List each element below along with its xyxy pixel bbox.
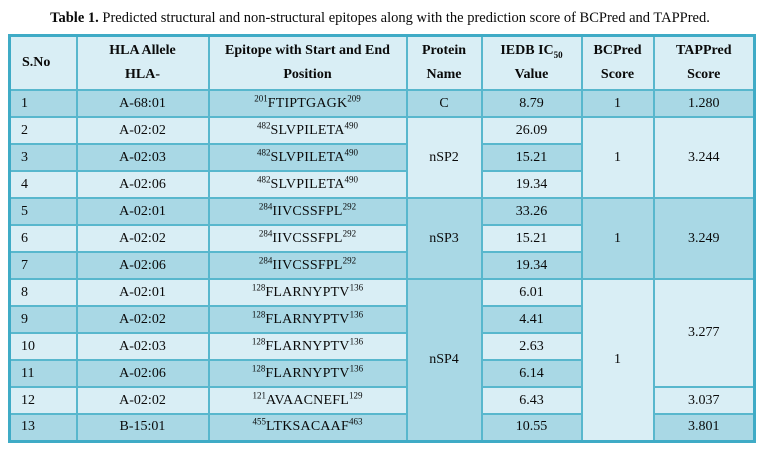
cell-iedb-value: 2.63	[480, 332, 583, 361]
cell-epitope: 128FLARNYPTV136	[207, 305, 408, 334]
cell-iedb-value: 6.01	[480, 278, 583, 307]
cell-protein-name-nsp2: nSP2	[405, 116, 483, 199]
cell-sno: 7	[8, 251, 78, 280]
table-caption-text: Predicted structural and non-structural …	[98, 10, 710, 26]
cell-epitope: 482SLVPILETA490	[207, 143, 408, 172]
table-row: 11 A-02:06 128FLARNYPTV136 6.14	[8, 359, 755, 388]
table-row: 13 B-15:01 455LTKSACAAF463 10.55 3.801	[8, 413, 756, 442]
cell-tappred-score-nsp4: 3.277	[652, 278, 756, 388]
cell-iedb-value: 6.43	[480, 386, 583, 415]
header-bcpred-score: BCPred Score	[580, 34, 655, 91]
cell-tappred-score-nsp3: 3.249	[652, 197, 756, 280]
table-row: 2 A-02:02 482SLVPILETA490 nSP2 26.09 1 3…	[8, 116, 756, 199]
cell-bcpred-score-nsp2: 1	[580, 116, 655, 199]
cell-epitope: 128FLARNYPTV136	[207, 278, 408, 307]
cell-tappred-score: 3.037	[652, 386, 756, 415]
cell-iedb-value: 10.55	[480, 413, 583, 442]
cell-sno: 11	[8, 359, 78, 388]
cell-sno: 4	[8, 170, 78, 199]
table-caption: Table 1. Predicted structural and non-st…	[10, 9, 750, 27]
cell-epitope: 121AVAACNEFL129	[207, 386, 408, 415]
cell-iedb-value: 19.34	[480, 251, 583, 280]
cell-iedb-value: 8.79	[480, 89, 583, 118]
cell-sno: 13	[8, 413, 78, 442]
cell-hla-allele: A-02:06	[75, 170, 210, 199]
cell-hla-allele: A-02:01	[75, 278, 210, 307]
table-row: 8 A-02:01 128FLARNYPTV136 nSP4 6.01 1 3.…	[8, 278, 756, 442]
cell-iedb-value: 15.21	[480, 143, 583, 172]
cell-sno: 12	[8, 386, 78, 415]
header-iedb-ic50: IEDB IC50 Value	[480, 34, 583, 91]
table-row: 4 A-02:06 482SLVPILETA490 19.34	[8, 170, 755, 199]
table-caption-label: Table 1.	[50, 10, 99, 26]
cell-hla-allele: A-68:01	[75, 89, 210, 118]
header-epitope: Epitope with Start and End Position	[207, 34, 408, 91]
cell-sno: 8	[8, 278, 78, 307]
cell-sno: 3	[8, 143, 78, 172]
header-hla-allele: HLA Allele HLA-	[75, 34, 210, 91]
cell-epitope: 284IIVCSSFPL292	[207, 224, 408, 253]
cell-iedb-value: 26.09	[480, 116, 583, 145]
cell-hla-allele: A-02:06	[75, 251, 210, 280]
table-row: 3 A-02:03 482SLVPILETA490 15.21	[8, 143, 755, 172]
table-row: 10 A-02:03 128FLARNYPTV136 2.63	[8, 332, 755, 361]
header-protein-name: Protein Name	[405, 34, 483, 91]
cell-epitope: 482SLVPILETA490	[207, 116, 408, 145]
cell-epitope: 284IIVCSSFPL292	[207, 251, 408, 280]
header-tappred-score: TAPPred Score	[652, 34, 756, 91]
cell-iedb-value: 19.34	[480, 170, 583, 199]
cell-hla-allele: A-02:02	[75, 224, 210, 253]
cell-sno: 9	[8, 305, 78, 334]
cell-epitope: 455LTKSACAAF463	[207, 413, 408, 442]
table-row: 5 A-02:01 284IIVCSSFPL292 nSP3 33.26 1 3…	[8, 197, 756, 280]
cell-tappred-score-nsp2: 3.244	[652, 116, 756, 199]
table-row: 6 A-02:02 284IIVCSSFPL292 15.21	[8, 224, 755, 253]
cell-bcpred-score-nsp3: 1	[580, 197, 655, 280]
cell-iedb-value: 4.41	[480, 305, 583, 334]
table-row: 9 A-02:02 128FLARNYPTV136 4.41	[8, 305, 755, 334]
epitope-prediction-table: S.No HLA Allele HLA- Epitope with Start a…	[8, 34, 756, 443]
cell-epitope: 284IIVCSSFPL292	[207, 197, 408, 226]
cell-protein-name-nsp3: nSP3	[405, 197, 483, 280]
cell-epitope: 128FLARNYPTV136	[207, 332, 408, 361]
cell-sno: 10	[8, 332, 78, 361]
cell-tappred-score: 1.280	[652, 89, 756, 118]
cell-sno: 6	[8, 224, 78, 253]
cell-hla-allele: A-02:03	[75, 143, 210, 172]
cell-sno: 2	[8, 116, 78, 145]
cell-hla-allele: A-02:02	[75, 116, 210, 145]
table-row: 12 A-02:02 121AVAACNEFL129 6.43 3.037	[8, 386, 756, 415]
cell-hla-allele: B-15:01	[75, 413, 210, 442]
cell-hla-allele: A-02:03	[75, 332, 210, 361]
cell-sno: 1	[8, 89, 78, 118]
table-row: 7 A-02:06 284IIVCSSFPL292 19.34	[8, 251, 755, 280]
cell-iedb-value: 15.21	[480, 224, 583, 253]
table-header-row: S.No HLA Allele HLA- Epitope with Start a…	[8, 34, 756, 91]
cell-protein-name: C	[405, 89, 483, 118]
cell-bcpred-score-nsp4: 1	[580, 278, 655, 442]
cell-protein-name-nsp4: nSP4	[405, 278, 483, 442]
cell-epitope: 482SLVPILETA490	[207, 170, 408, 199]
cell-epitope: 201FTIPTGAGK209	[207, 89, 408, 118]
header-sno: S.No	[8, 34, 78, 91]
cell-hla-allele: A-02:06	[75, 359, 210, 388]
cell-tappred-score: 3.801	[652, 413, 756, 442]
cell-sno: 5	[8, 197, 78, 226]
cell-hla-allele: A-02:01	[75, 197, 210, 226]
cell-bcpred-score: 1	[580, 89, 655, 118]
table-row: 1 A-68:01 201FTIPTGAGK209 C 8.79 1 1.280	[8, 89, 756, 118]
cell-iedb-value: 6.14	[480, 359, 583, 388]
cell-epitope: 128FLARNYPTV136	[207, 359, 408, 388]
cell-hla-allele: A-02:02	[75, 305, 210, 334]
cell-iedb-value: 33.26	[480, 197, 583, 226]
cell-hla-allele: A-02:02	[75, 386, 210, 415]
